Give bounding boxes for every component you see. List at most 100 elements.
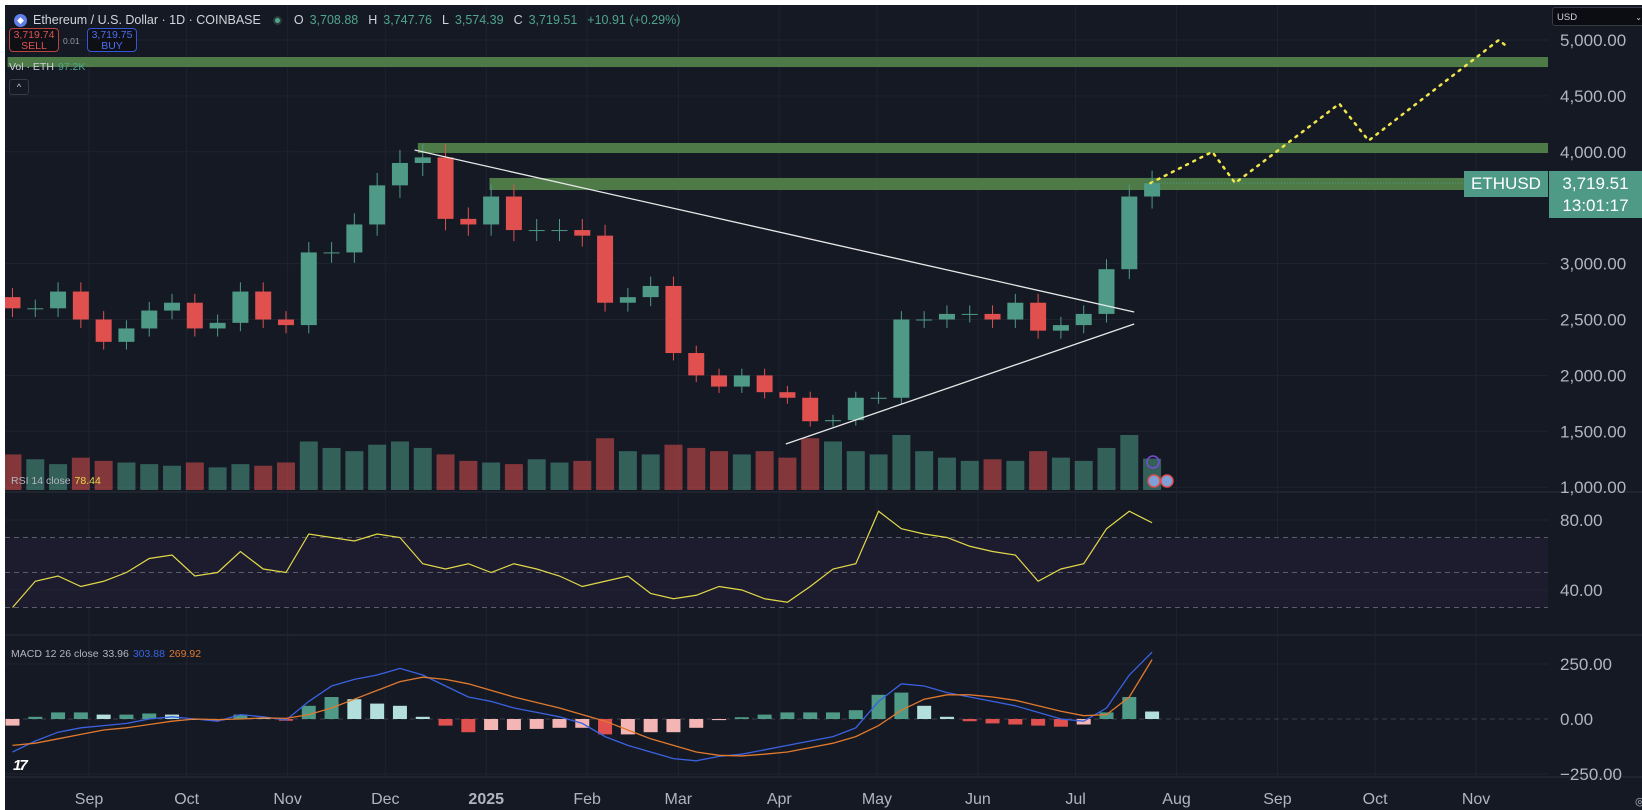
volume-bar <box>1120 435 1139 490</box>
volume-bar <box>823 441 842 490</box>
candle <box>323 252 340 254</box>
candle <box>574 230 591 236</box>
volume-bar <box>5 454 22 490</box>
macd-histogram-bar <box>985 719 1000 724</box>
candle <box>186 302 203 329</box>
rsi-tick-label: 40.00 <box>1560 581 1603 600</box>
rsi-label: RSI 14 close <box>11 475 71 487</box>
open-label: O <box>293 13 304 27</box>
candle <box>483 196 500 225</box>
macd-histogram-bar <box>438 719 453 726</box>
chevron-down-icon: ⌄ <box>1635 13 1642 22</box>
volume-bar <box>254 465 273 490</box>
x-tick-label: Oct <box>174 791 199 808</box>
close-label: C <box>513 13 523 27</box>
macd-histogram-bar <box>666 719 681 733</box>
candle <box>916 319 933 321</box>
macd-tick-label: −250.00 <box>1560 765 1622 784</box>
settings-icon[interactable]: ◎ <box>1635 796 1642 808</box>
candle <box>938 313 955 320</box>
volume-bar <box>49 464 68 490</box>
open-value: 3,708.88 <box>309 13 359 27</box>
volume-bar <box>710 451 729 490</box>
macd-histogram-bar <box>370 703 385 719</box>
projection-path <box>1149 38 1510 185</box>
price-tick-label: 1,500.00 <box>1560 422 1626 441</box>
resistance-zone <box>417 142 1549 154</box>
price-tick-label: 4,000.00 <box>1560 143 1626 162</box>
macd-histogram-bar <box>529 719 544 729</box>
macd-histogram-bar <box>506 719 521 730</box>
macd-histogram-bar <box>780 712 795 719</box>
x-tick-label: Dec <box>371 791 399 808</box>
x-tick-label: May <box>862 791 892 808</box>
macd-histogram-bar <box>461 719 476 733</box>
volume-bar <box>1074 460 1093 490</box>
volume-label: Vol · ETH <box>9 61 54 73</box>
trendline <box>414 149 1135 313</box>
symbol-header: ◆ Ethereum / U.S. Dollar · 1D · COINBASE… <box>14 13 684 27</box>
x-tick-label: Sep <box>1263 791 1292 808</box>
volume-bar <box>527 459 546 490</box>
macd-tick-label: 0.00 <box>1560 710 1593 729</box>
chart-canvas[interactable]: Sep Oct Nov Dec 2025 Feb Mar Apr May Jun Jul Aug Sep… <box>5 5 1642 810</box>
volume-bar <box>71 457 90 490</box>
x-tick-label: Feb <box>573 791 601 808</box>
candle <box>824 420 841 422</box>
volume-bar <box>573 460 592 490</box>
macd-histogram-bar <box>894 692 909 719</box>
macd-tick-label: 250.00 <box>1560 655 1612 674</box>
macd-histogram-bar <box>1031 719 1046 726</box>
volume-bar <box>1029 451 1048 490</box>
macd-histogram-bar <box>28 716 43 719</box>
low-value: 3,574.39 <box>454 13 504 27</box>
rsi-value: 78.44 <box>74 475 101 487</box>
resistance-zone <box>489 177 1548 191</box>
volume-bar <box>504 464 523 490</box>
macd-histogram-bar <box>233 714 248 719</box>
macd-value: 303.88 <box>132 648 165 660</box>
currency-select[interactable]: USD ⌄ <box>1552 7 1642 26</box>
symbol-title[interactable]: Ethereum / U.S. Dollar · 1D · COINBASE <box>33 13 261 27</box>
x-tick-label: Nov <box>273 791 301 808</box>
candle <box>756 375 773 393</box>
macd-line <box>12 651 1153 762</box>
macd-histogram-bar <box>301 705 316 719</box>
volume-value: 97.2K <box>57 61 86 73</box>
volume-bar <box>299 441 318 490</box>
macd-legend[interactable]: MACD 12 26 close 33.96 303.88 269.92 <box>11 648 201 660</box>
chevron-up-icon[interactable]: ^ <box>9 79 29 95</box>
sell-button[interactable]: 3,719.74 SELL <box>9 28 59 52</box>
macd-histogram-bar <box>392 705 407 719</box>
candle <box>300 252 317 326</box>
candle <box>1121 196 1138 270</box>
candle <box>1144 183 1161 197</box>
resistance-zone <box>7 56 1549 68</box>
candle <box>551 230 568 232</box>
macd-histogram-bar <box>689 719 704 728</box>
volume-bar <box>231 464 250 490</box>
volume-bar <box>1051 457 1070 490</box>
macd-histogram-bar <box>415 716 430 719</box>
price-tick-label: 2,000.00 <box>1560 366 1626 385</box>
volume-bar <box>778 457 797 490</box>
buy-button[interactable]: 3,719.75 BUY <box>87 28 137 52</box>
x-tick-label: Oct <box>1363 791 1388 808</box>
price-tick-label: 1,000.00 <box>1560 478 1626 497</box>
volume-bar <box>1097 447 1116 490</box>
candle <box>893 319 910 398</box>
volume-legend[interactable]: Vol · ETH 97.2K <box>9 61 85 73</box>
tradingview-logo[interactable]: 17 <box>13 757 28 774</box>
rsi-legend[interactable]: RSI 14 close 78.44 <box>11 475 101 487</box>
candle <box>255 291 272 320</box>
candle <box>688 353 705 376</box>
macd-histogram-bar <box>96 714 111 719</box>
buy-label: BUY <box>101 40 123 52</box>
candle <box>961 313 978 315</box>
candle <box>505 196 522 231</box>
volume-bar <box>94 460 113 490</box>
candle <box>665 285 682 354</box>
rsi-band <box>5 537 1548 608</box>
chart-container[interactable]: Sep Oct Nov Dec 2025 Feb Mar Apr May Jun Jul Aug Sep… <box>5 5 1642 810</box>
volume-bar <box>368 444 387 490</box>
